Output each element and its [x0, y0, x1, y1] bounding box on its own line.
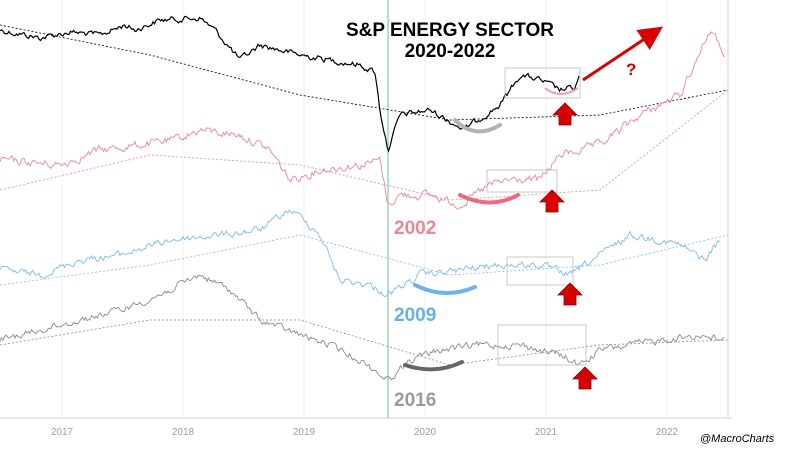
bottoming-curve-2016: [403, 360, 464, 372]
consolidation-box-2016: [497, 324, 587, 366]
series-line-2009: [0, 209, 721, 298]
series-line-2020-2022: [0, 15, 580, 153]
projection-arrow: [582, 26, 663, 82]
x-tick-label: 2020: [413, 427, 437, 438]
up-arrow-icon: [572, 366, 598, 390]
title-line-1: S&P ENERGY SECTOR: [345, 20, 554, 41]
label-2009: 2009: [394, 305, 437, 326]
moving-average-2016: [0, 319, 729, 366]
bottoming-curve-2020-2022: [453, 118, 502, 134]
credit-handle: @MacroCharts: [700, 433, 775, 445]
x-tick-label: 2021: [534, 427, 558, 438]
consolidation-box-2009: [506, 256, 574, 286]
series-line-2016: [0, 274, 725, 381]
consolidation-box-2020-2022: [504, 67, 581, 99]
x-tick-label: 2022: [655, 427, 679, 438]
bottoming-curve-2009: [413, 283, 477, 296]
moving-average-2009: [0, 234, 729, 286]
chart-gridlines: [61, 0, 668, 418]
up-arrow-icon: [552, 102, 578, 126]
annotation-layer: [403, 67, 598, 390]
label-2002: 2002: [394, 218, 437, 239]
moving-average-2020-2022: [0, 24, 729, 121]
current-curl-mark: [544, 87, 579, 95]
label-2016: 2016: [394, 390, 437, 411]
x-tick-label: 2017: [50, 427, 74, 438]
chart-title: S&P ENERGY SECTOR 2020-2022: [300, 20, 600, 62]
up-arrow-icon: [539, 189, 565, 213]
series-layer: [0, 15, 729, 381]
title-line-2: 2020-2022: [404, 41, 496, 62]
bottoming-curve-2002: [458, 193, 520, 205]
question-mark-annotation: ?: [626, 60, 637, 79]
consolidation-box-2002: [486, 169, 558, 193]
up-arrow-icon: [557, 282, 583, 306]
moving-average-2002: [0, 89, 729, 201]
series-line-2002: [0, 31, 725, 210]
x-tick-label: 2019: [292, 427, 316, 438]
x-tick-label: 2018: [171, 427, 195, 438]
